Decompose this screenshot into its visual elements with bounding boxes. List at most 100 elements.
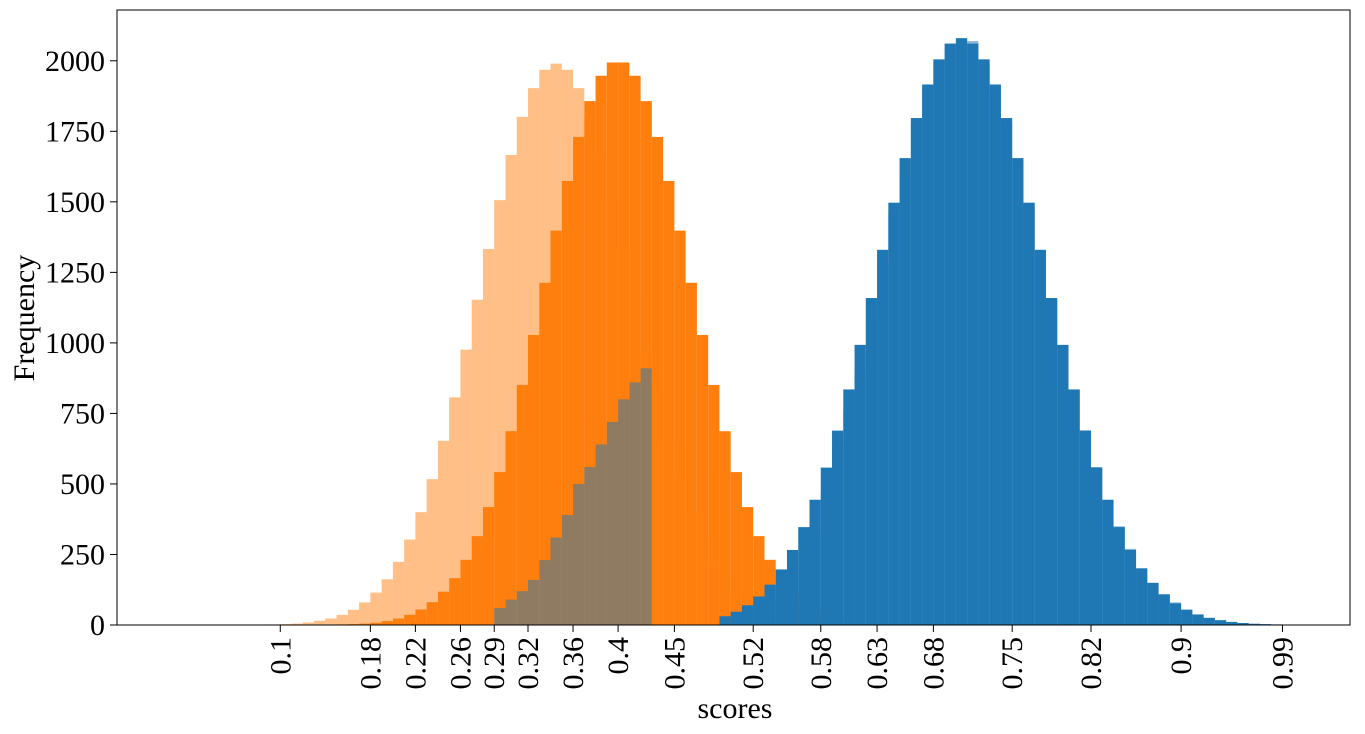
x-tick-label: 0.4 xyxy=(602,637,635,675)
x-tick-label: 0.58 xyxy=(805,637,838,690)
histogram-bar xyxy=(640,368,652,625)
histogram-bar xyxy=(336,614,348,625)
histogram-bar xyxy=(809,534,821,625)
histogram-bar xyxy=(978,66,990,626)
histogram-bar xyxy=(1203,617,1215,625)
histogram-bar xyxy=(505,599,517,625)
x-tick-label: 0.82 xyxy=(1075,637,1108,690)
histogram-bar xyxy=(325,618,337,625)
x-tick-label: 0.99 xyxy=(1266,637,1299,690)
y-tick-label: 750 xyxy=(60,397,105,430)
histogram-bar xyxy=(798,554,810,625)
histogram-bar xyxy=(392,618,405,625)
histogram-bar xyxy=(471,299,483,625)
histogram-bar xyxy=(415,609,427,625)
histogram-bar xyxy=(1181,609,1193,625)
histogram-bar xyxy=(651,136,664,626)
histogram-bar xyxy=(482,248,495,625)
histogram-bar xyxy=(573,483,585,625)
histogram-bar xyxy=(595,444,607,625)
histogram-bar xyxy=(944,49,956,625)
histogram-bar xyxy=(865,320,878,625)
histogram-bar xyxy=(1147,582,1159,625)
histogram-bar xyxy=(494,200,506,625)
histogram-bar xyxy=(786,574,799,625)
histogram-bar xyxy=(494,608,506,625)
histogram-bar xyxy=(832,444,844,625)
x-tick-label: 0.26 xyxy=(444,637,477,690)
histogram-bar xyxy=(629,382,641,625)
histogram-bar xyxy=(561,180,574,625)
histogram-bar xyxy=(392,561,405,625)
histogram-bar xyxy=(595,75,607,626)
histogram-bar xyxy=(933,60,945,626)
x-tick-label: 0.36 xyxy=(557,637,590,690)
histogram-bar xyxy=(1214,620,1227,625)
histogram-bar xyxy=(1192,614,1204,625)
histogram-bar xyxy=(528,334,540,625)
histogram-bar xyxy=(629,75,641,626)
histogram-bar xyxy=(370,592,382,625)
histogram-bar xyxy=(741,608,754,625)
histogram-bar xyxy=(539,560,551,625)
x-tick-label: 0.75 xyxy=(996,637,1029,690)
histogram-bar xyxy=(1034,252,1046,625)
plot-area xyxy=(269,38,1294,626)
histogram-bar xyxy=(854,371,866,625)
histogram-bar xyxy=(663,180,675,625)
histogram-bar xyxy=(618,62,630,626)
histogram-bar xyxy=(437,440,450,625)
histogram-bar xyxy=(539,282,551,625)
histogram-bar xyxy=(449,397,461,625)
plot-frame xyxy=(116,9,1351,626)
histogram-bar xyxy=(381,621,393,625)
x-tick-label: 0.9 xyxy=(1165,637,1198,675)
histogram-bar xyxy=(764,599,776,625)
y-tick-label: 2000 xyxy=(45,45,105,78)
histogram-bar xyxy=(404,539,416,625)
histogram-bar xyxy=(1045,300,1058,625)
histogram-bar xyxy=(449,578,461,625)
histogram-bar xyxy=(618,399,630,625)
histogram-bar xyxy=(347,609,360,625)
histogram-bar xyxy=(359,623,371,625)
histogram-bar xyxy=(314,620,326,625)
x-tick-label: 0.32 xyxy=(512,637,545,690)
y-tick-label: 250 xyxy=(60,538,105,571)
histogram-bar xyxy=(561,514,574,625)
histogram-bar xyxy=(888,213,900,625)
histogram-bar xyxy=(1136,568,1148,625)
histogram-bar xyxy=(719,431,731,625)
histogram-bar xyxy=(708,384,720,625)
histogram-bar xyxy=(820,492,833,625)
x-tick-label: 0.1 xyxy=(264,637,297,675)
histogram-bar xyxy=(482,507,495,625)
histogram-bar xyxy=(922,88,934,625)
histogram-bar xyxy=(899,173,911,626)
histogram-bar xyxy=(516,591,528,625)
histogram-bar xyxy=(989,88,1001,625)
histogram-bar xyxy=(1226,621,1238,625)
histogram-bar xyxy=(550,537,562,625)
y-tick-label: 1750 xyxy=(45,115,105,148)
histogram-bar xyxy=(730,613,742,625)
histogram-bar xyxy=(505,431,517,625)
histogram-bar xyxy=(426,479,438,625)
histogram-bar xyxy=(1012,162,1024,625)
histogram-bar xyxy=(584,467,596,625)
y-tick-label: 1500 xyxy=(45,186,105,219)
histogram-bar xyxy=(471,536,483,625)
histogram-bar xyxy=(516,116,528,625)
histogram-bar xyxy=(404,614,416,625)
histogram-bar xyxy=(877,263,889,625)
histogram-bar xyxy=(1068,390,1080,625)
x-tick-label: 0.52 xyxy=(737,637,770,690)
histogram-bar xyxy=(1237,623,1249,625)
histogram-bar xyxy=(1113,526,1125,625)
histogram-bar xyxy=(1169,602,1182,625)
y-tick-label: 500 xyxy=(60,468,105,501)
histogram-bar xyxy=(291,623,303,625)
histogram-bar xyxy=(1023,204,1035,626)
x-tick-label: 0.63 xyxy=(861,637,894,690)
histogram-bar xyxy=(302,622,315,625)
